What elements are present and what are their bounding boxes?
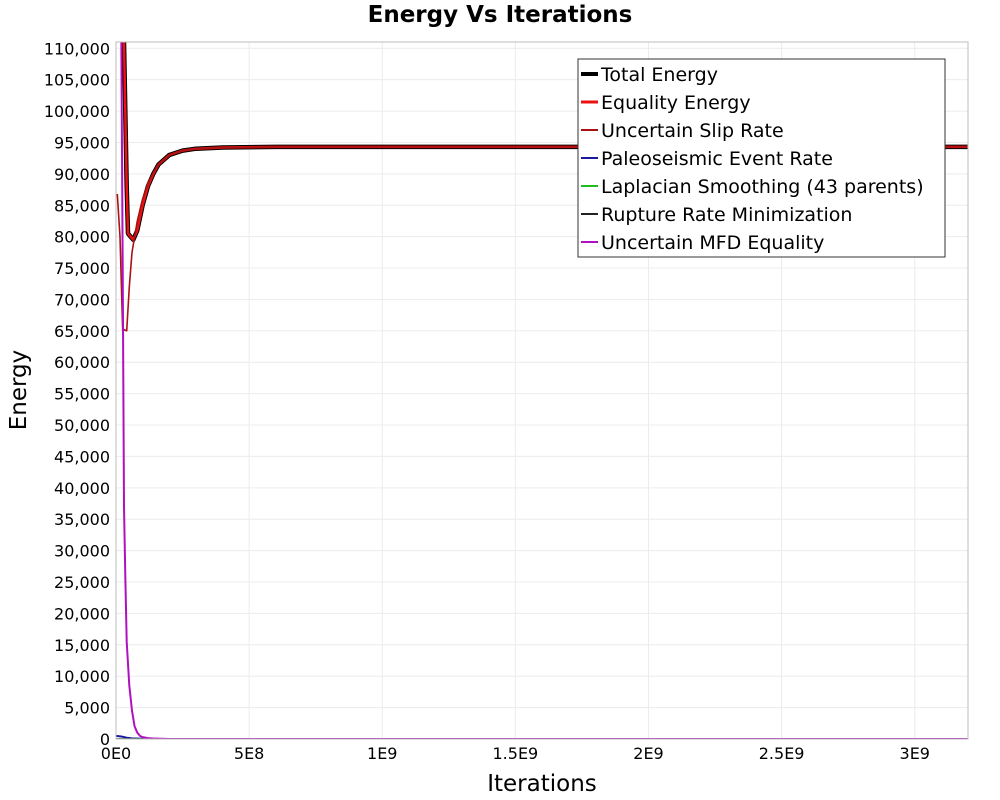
y-tick-label: 105,000 <box>44 71 110 90</box>
y-tick-label: 15,000 <box>54 636 110 655</box>
y-tick-label: 5,000 <box>64 699 110 718</box>
y-tick-label: 0 <box>100 730 110 749</box>
legend-label: Uncertain Slip Rate <box>601 120 784 142</box>
legend-label: Paleoseismic Event Rate <box>601 148 833 170</box>
y-tick-label: 10,000 <box>54 667 110 686</box>
x-tick-label: 1E9 <box>367 744 397 763</box>
y-tick-label: 100,000 <box>44 102 110 121</box>
x-tick-label: 3E9 <box>900 744 930 763</box>
plot-border <box>115 41 969 740</box>
y-tick-label: 45,000 <box>54 447 110 466</box>
y-tick-label: 80,000 <box>54 228 110 247</box>
legend-label: Laplacian Smoothing (43 parents) <box>601 176 924 198</box>
x-tick-label: 1.5E9 <box>493 744 539 763</box>
legend: Total Energy Equality Energy Uncertain Sli… <box>577 58 946 258</box>
y-tick-label: 85,000 <box>54 196 110 215</box>
x-axis-title: Iterations <box>487 771 597 797</box>
legend-label: Rupture Rate Minimization <box>601 204 852 226</box>
y-tick-label: 110,000 <box>44 39 110 58</box>
y-tick-label: 30,000 <box>54 542 110 561</box>
y-tick-label: 25,000 <box>54 573 110 592</box>
y-tick-label: 55,000 <box>54 385 110 404</box>
y-tick-label: 50,000 <box>54 416 110 435</box>
y-tick-label: 40,000 <box>54 479 110 498</box>
legend-box <box>577 58 946 258</box>
legend-label: Uncertain MFD Equality <box>601 232 824 254</box>
x-tick-label: 2E9 <box>633 744 663 763</box>
y-tick-label: 65,000 <box>54 322 110 341</box>
y-axis-title: Energy <box>6 350 32 431</box>
series-lines <box>116 42 968 739</box>
y-tick-label: 60,000 <box>54 353 110 372</box>
chart-title: Energy Vs Iterations <box>367 2 633 28</box>
y-tick-label: 95,000 <box>54 133 110 152</box>
axis-ticks: 0 5,000 10,000 15,000 20,000 25,000 30,000 35,0… <box>44 39 930 763</box>
y-tick-label: 70,000 <box>54 290 110 309</box>
y-tick-label: 90,000 <box>54 165 110 184</box>
x-tick-label: 0E0 <box>101 744 131 763</box>
legend-label: Total Energy <box>600 64 718 86</box>
x-tick-label: 5E8 <box>234 744 264 763</box>
y-tick-label: 35,000 <box>54 510 110 529</box>
legend-label: Equality Energy <box>601 92 751 114</box>
y-tick-label: 75,000 <box>54 259 110 278</box>
y-tick-label: 20,000 <box>54 604 110 623</box>
x-tick-label: 2.5E9 <box>759 744 805 763</box>
